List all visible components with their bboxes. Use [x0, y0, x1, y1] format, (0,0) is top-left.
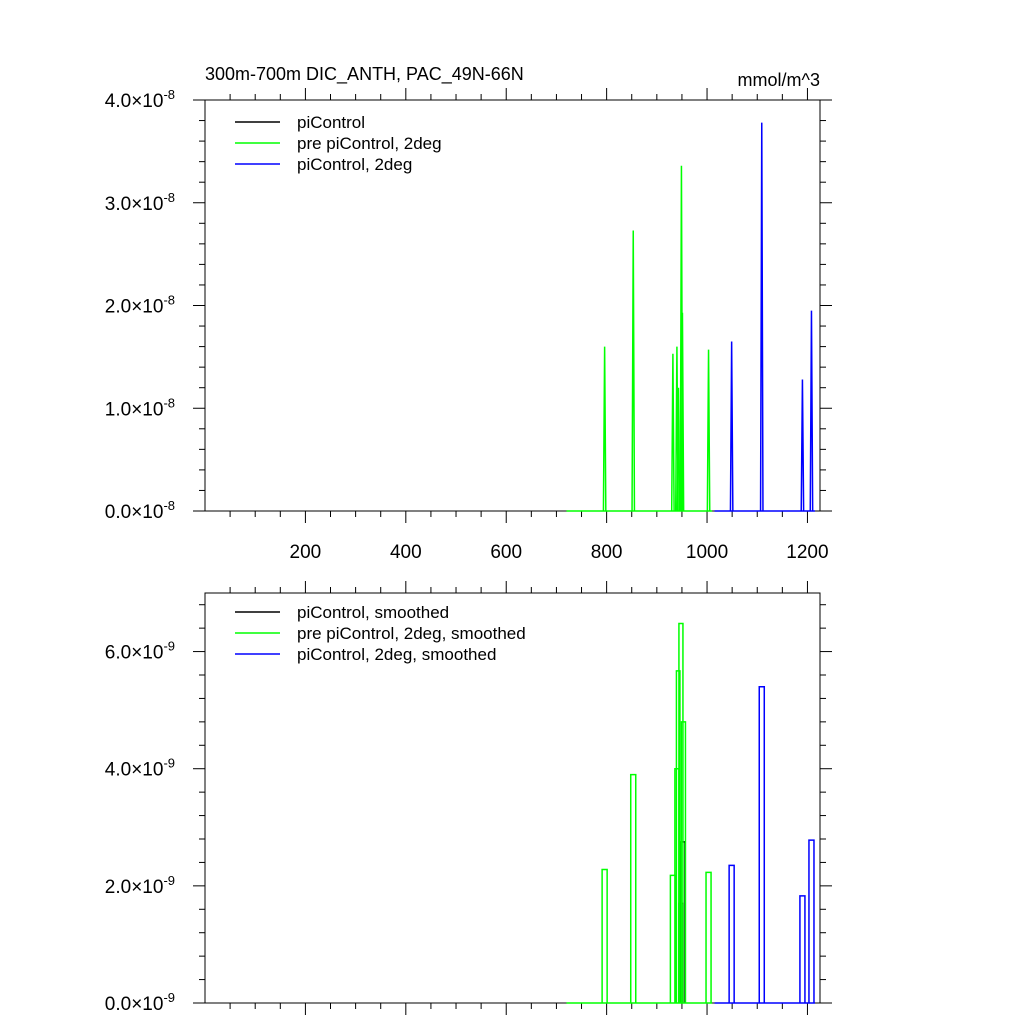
data-block [680, 721, 687, 1003]
y-tick-label: 4.0×10-8 [105, 87, 175, 112]
data-block [629, 773, 637, 1003]
data-spike [631, 230, 636, 512]
legend-label: piControl, smoothed [297, 603, 449, 622]
x-tick-label: 1200 [786, 542, 828, 563]
y-tick-label: 3.0×10-8 [105, 190, 175, 215]
series-2 [566, 622, 713, 1004]
y-tick-label: 1.0×10-8 [105, 395, 175, 420]
panel-1: 200 400 600 800 1000 1200 0.0×10-8 1.0×10-8 2.0×… [105, 64, 832, 563]
data-spike [759, 122, 764, 512]
series-3 [714, 685, 815, 1004]
legend-label: piControl, 2deg [297, 155, 412, 174]
data-block [728, 864, 735, 1003]
chart-title: 300m-700m DIC_ANTH, PAC_49N-66N [205, 64, 524, 85]
data-spike [676, 387, 681, 512]
data-spike [602, 346, 607, 512]
y-tick-label: 2.0×10-8 [105, 293, 175, 318]
data-spike [706, 349, 711, 512]
data-spike [670, 353, 675, 512]
x-tick-label: 800 [591, 542, 623, 563]
data-block [601, 868, 608, 1003]
x-tick-label: 200 [290, 542, 322, 563]
x-tick-label: 1000 [686, 542, 728, 563]
data-block [678, 622, 684, 1003]
legend-label: piControl, 2deg, smoothed [297, 645, 496, 664]
x-tick-label: 600 [490, 542, 522, 563]
data-spike [800, 379, 805, 512]
y-tick-label: 0.0×10-8 [105, 498, 175, 523]
y-tick-label: 0.0×10-9 [105, 990, 175, 1015]
data-spike [680, 312, 685, 512]
x-tick-label: 400 [390, 542, 422, 563]
y-tick-label: 4.0×10-9 [105, 756, 175, 781]
data-block [758, 685, 766, 1003]
data-block [799, 895, 806, 1003]
data-spike [729, 341, 734, 512]
y-tick-label: 6.0×10-9 [105, 639, 175, 664]
legend-label: pre piControl, 2deg, smoothed [297, 624, 526, 643]
series-3 [714, 122, 815, 512]
series-2 [566, 165, 713, 512]
data-block [808, 839, 815, 1003]
data-spike [809, 310, 814, 512]
units-label: mmol/m^3 [738, 70, 820, 90]
y-tick-label: 2.0×10-9 [105, 873, 175, 898]
panel-2: 0.0×10-9 2.0×10-9 4.0×10-9 6.0×10-9 piContro… [105, 581, 832, 1015]
data-block [675, 670, 681, 1003]
legend-label: piControl [297, 113, 365, 132]
plot-frame [204, 592, 821, 1004]
data-block [705, 871, 712, 1003]
legend-label: pre piControl, 2deg [297, 134, 442, 153]
